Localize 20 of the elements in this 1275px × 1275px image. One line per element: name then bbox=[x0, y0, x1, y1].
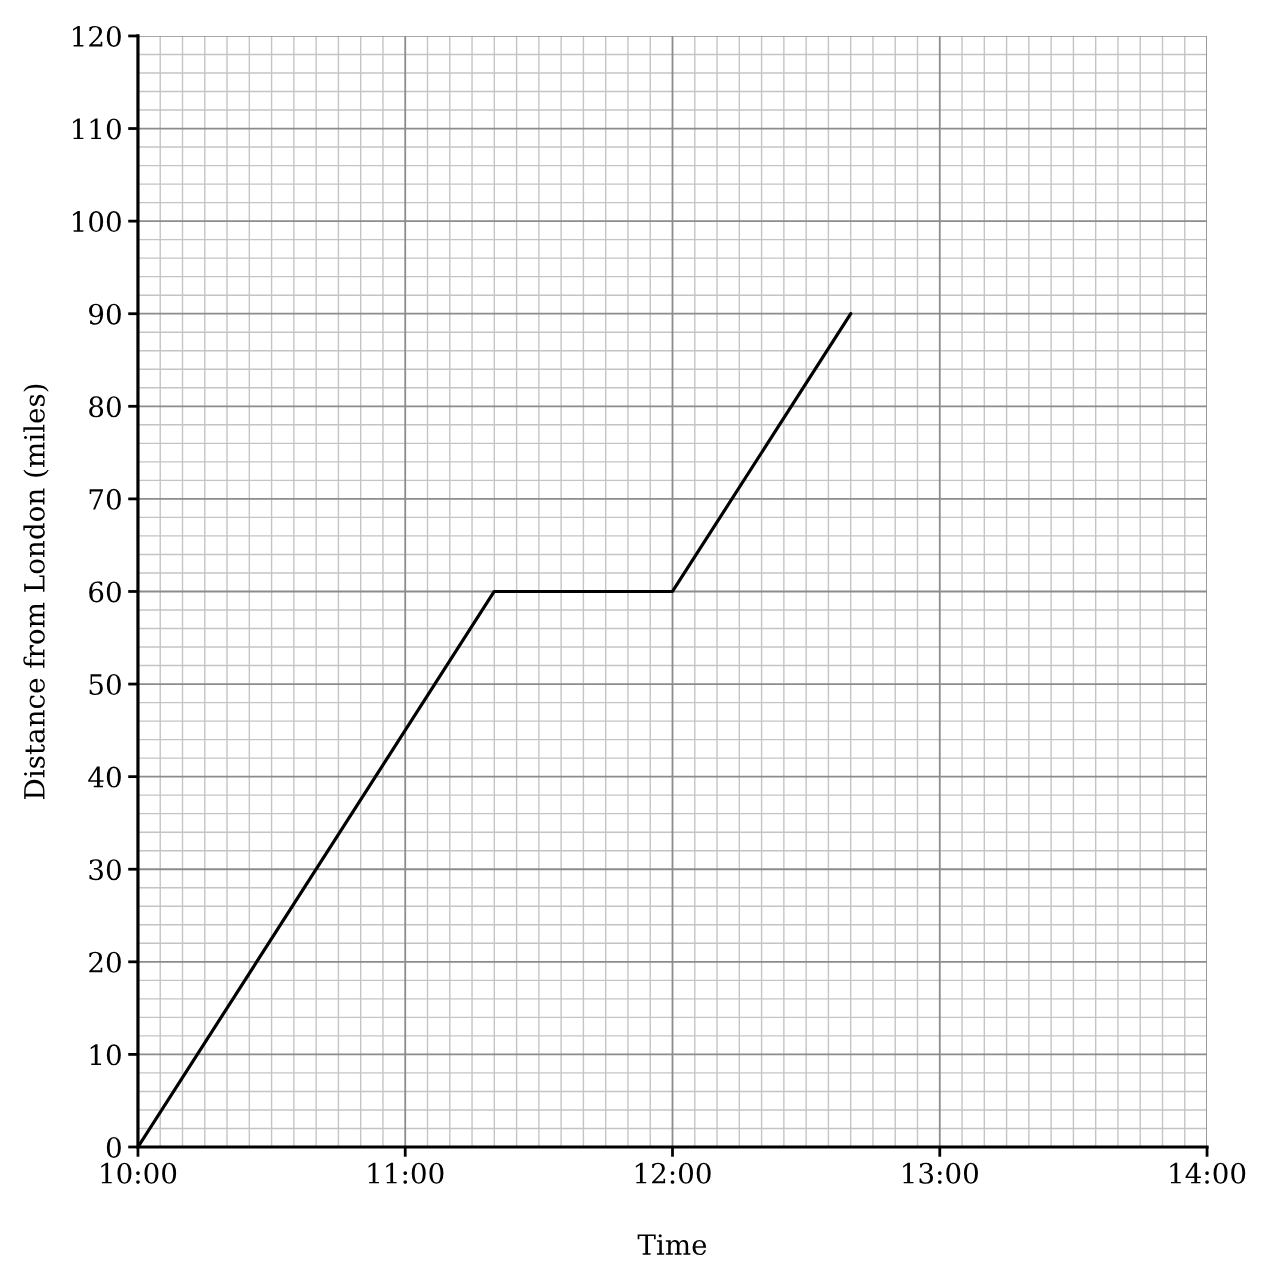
y-tick-label: 110 bbox=[73, 118, 121, 140]
y-tick-label: 70 bbox=[89, 488, 121, 510]
y-tick-label: 80 bbox=[89, 396, 121, 418]
x-tick-label: 10:00 bbox=[101, 1162, 177, 1184]
y-tick-label: 60 bbox=[89, 581, 121, 603]
y-tick-label: 10 bbox=[90, 1044, 121, 1066]
y-tick-label: 50 bbox=[89, 674, 121, 696]
y-tick-label: 30 bbox=[89, 859, 121, 881]
x-tick-label: 14:00 bbox=[1170, 1162, 1246, 1184]
x-tick-label: 11:00 bbox=[368, 1162, 444, 1184]
y-tick-label: 120 bbox=[73, 25, 121, 47]
y-tick-label: 20 bbox=[89, 951, 121, 973]
y-tick-label: 100 bbox=[73, 211, 121, 233]
x-tick-label: 13:00 bbox=[903, 1162, 978, 1184]
y-axis-title: Distance from London (miles) bbox=[23, 384, 49, 799]
y-tick-label: 40 bbox=[88, 766, 121, 788]
y-tick-label: 90 bbox=[89, 303, 121, 325]
x-axis-title: Time bbox=[637, 1234, 707, 1256]
y-tick-label: 0 bbox=[106, 1136, 121, 1158]
x-tick-label: 12:00 bbox=[635, 1162, 711, 1184]
